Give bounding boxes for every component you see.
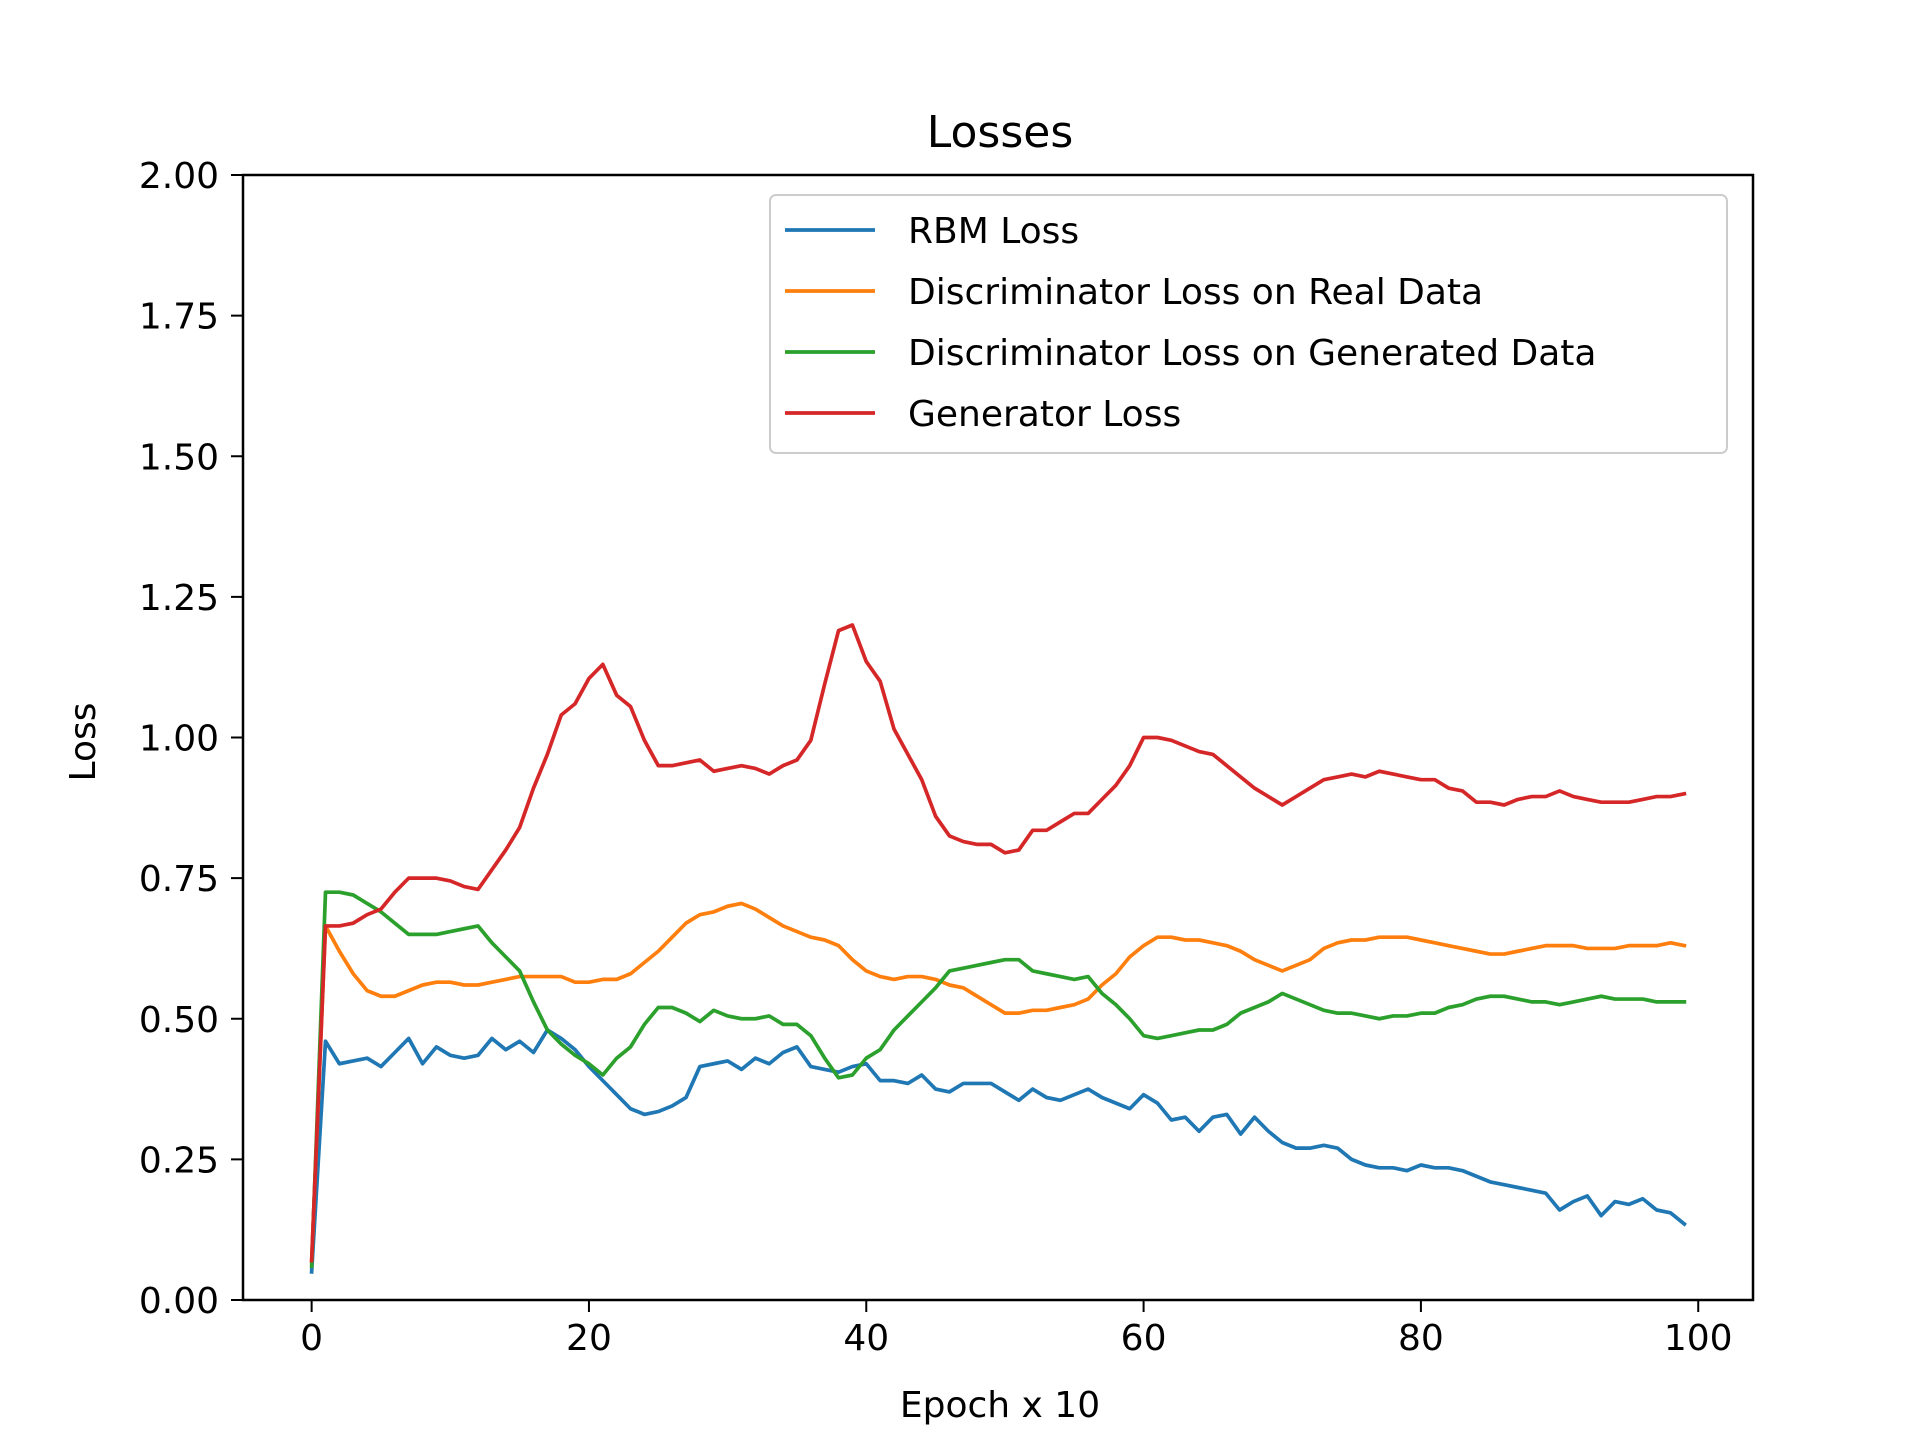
x-tick-label: 0 xyxy=(300,1318,323,1359)
legend-label: Generator Loss xyxy=(908,394,1181,435)
x-tick-label: 40 xyxy=(843,1318,889,1359)
x-axis-label: Epoch x 10 xyxy=(900,1385,1100,1426)
x-tick-label: 80 xyxy=(1398,1318,1444,1359)
y-tick-label: 1.00 xyxy=(139,719,219,760)
x-tick-label: 60 xyxy=(1121,1318,1167,1359)
x-tick-label: 100 xyxy=(1664,1318,1733,1359)
series-line-2 xyxy=(309,901,1687,1263)
legend-label: RBM Loss xyxy=(908,211,1079,252)
legend-box xyxy=(769,194,1728,454)
x-axis-ticks: 0 20 40 60 80 100 xyxy=(300,1300,1733,1359)
series-line-3 xyxy=(309,890,1687,1269)
series-line-4 xyxy=(309,623,1687,1263)
chart-title: Losses xyxy=(927,107,1074,158)
y-axis-label: Loss xyxy=(63,703,104,782)
y-tick-label: 0.25 xyxy=(139,1140,219,1181)
y-tick-label: 1.25 xyxy=(139,578,219,619)
legend: RBM Loss Discriminator Loss on Real Data D… xyxy=(769,194,1728,454)
series-line-1 xyxy=(309,1028,1687,1274)
x-tick-label: 20 xyxy=(566,1318,612,1359)
y-tick-label: 1.50 xyxy=(139,437,219,478)
y-tick-label: 0.75 xyxy=(139,859,219,900)
y-tick-label: 2.00 xyxy=(139,156,219,197)
plot-lines xyxy=(309,623,1687,1274)
y-tick-label: 0.00 xyxy=(139,1281,219,1322)
legend-label: Discriminator Loss on Generated Data xyxy=(908,333,1596,374)
y-tick-label: 1.75 xyxy=(139,297,219,338)
y-axis-ticks: 0.00 0.25 0.50 0.75 1.00 1.25 1.50 1.75 2.00 xyxy=(139,156,243,1322)
y-tick-label: 0.50 xyxy=(139,1000,219,1041)
legend-label: Discriminator Loss on Real Data xyxy=(908,272,1483,313)
